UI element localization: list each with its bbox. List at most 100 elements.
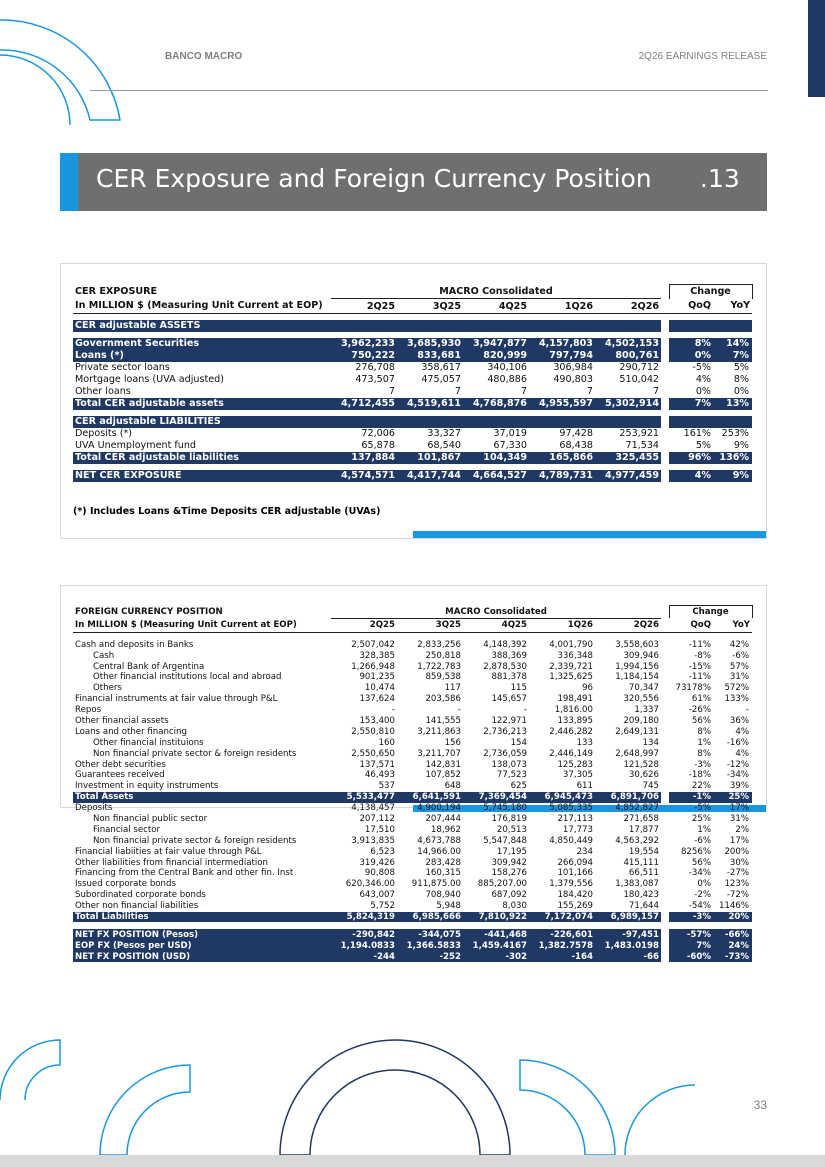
table-cell: 253,921 [619,428,660,439]
table-cell: 358,617 [421,362,461,373]
table-cell: 797,794 [529,349,595,362]
row-label: Others [93,683,122,694]
table-cell: 96 [582,683,593,694]
table-cell: 137,571 [359,759,395,770]
table-cell: 859,538 [425,672,461,683]
table-row: Financial liabiities at fair value throu… [73,846,752,857]
table-cell: 155,269 [557,901,593,912]
table-cell: 271,658 [623,813,659,824]
table-cell: 145,657 [491,694,527,705]
table-cell: 217,113 [557,813,593,824]
table-cell: 5,533,477 [331,791,397,803]
table-cell: 104,349 [463,451,529,464]
table-cell: 165,866 [529,451,595,464]
table-row: Loans (*) 750,222 833,681 820,999 797,794 800… [73,349,753,362]
spacer [661,759,669,770]
table-row: Deposits (*) 72,006 33,327 37,019 97,428 253,… [73,428,752,440]
table-cell: 198,491 [557,694,593,705]
table-cell: 176,819 [491,813,527,824]
section-strip [60,153,78,211]
column-label: QoQ [669,618,713,633]
table-cell: 17% [729,835,750,846]
table-row: Other liabilities from financial interme… [73,857,752,868]
table-cell: 156 [444,737,461,748]
table-cell: 2% [735,824,750,835]
table-cell: 121,528 [623,759,659,770]
change-label: Change [668,284,753,299]
table-row: Other financial instituions 160 156 154 133 1… [73,737,752,748]
row-label: NET FX POSITION (USD) [73,951,331,963]
table-cell: 207,112 [359,813,395,824]
spacer [661,929,669,940]
table-cell: 8% [669,337,714,350]
table-cell: 1,816.00 [554,705,593,716]
spacer [661,285,669,299]
table-cell: -11% [688,672,711,683]
table-cell: -5% [692,362,712,373]
spacer [661,868,669,879]
table-cell: 71,534 [625,440,660,451]
table-cell: 325,455 [595,451,662,464]
group-label: MACRO Consolidated [331,605,661,619]
table-cell: -34% [688,868,711,879]
table-cell: - [523,705,527,716]
spacer [661,705,669,716]
spacer [661,824,669,835]
table-cell: 0% [695,386,712,397]
table-cell: 4,157,803 [529,337,595,350]
table-cell: 133 [576,737,593,748]
table-cell: 207,444 [425,813,461,824]
table-cell: 1,337 [634,705,659,716]
table-title: FOREIGN CURRENCY POSITION [75,606,223,617]
table-cell: - [391,705,395,716]
table-cell: 7 [454,386,461,397]
table-cell: 266,094 [557,857,593,868]
row-label: Cash [93,650,115,661]
table-cell: 184,420 [557,890,593,901]
table-cell: 5,547,848 [483,835,527,846]
table-cell: -6% [694,835,711,846]
row-label: Government Securities [73,337,331,350]
table-cell: 7% [669,940,713,952]
table-cell: -66% [713,929,753,941]
table-row: Deposits 4,138,457 4,900,194 5,745,180 5,085… [73,803,752,814]
table-cell: 490,803 [553,374,593,385]
table-cell: 141,555 [425,715,461,726]
table-cell: 3,211,707 [417,748,461,759]
table-cell: 572% [724,683,750,694]
corner-bar [808,0,825,97]
table-row: Guarantees received 46,493 107,852 77,523 37… [73,770,752,781]
table-cell: 6,523 [370,846,395,857]
table-cell: 39% [729,781,750,792]
column-label: 2Q26 [595,618,661,633]
column-label: In MILLION $ (Measuring Unit Current at … [73,618,331,633]
page-number: 33 [753,1098,767,1112]
table-cell: 37,305 [562,770,593,781]
group-label: MACRO Consolidated [331,284,662,299]
table-row: Non financial private sector & foreign r… [73,748,752,759]
table-cell: 8% [697,748,711,759]
table-cell: 881,378 [491,672,527,683]
table-cell: -27% [726,868,750,879]
table-row: Subordinated corporate bonds 643,007 708,9… [73,890,752,901]
table-cell: 4,502,153 [595,337,662,350]
table-cell: 138,073 [491,759,527,770]
table-cell: 885,207.00 [477,879,527,890]
row-label: Mortgage loans (UVA adjusted) [75,374,224,385]
spacer [661,846,669,857]
table-cell: 67,330 [493,440,527,451]
table-cell: 283,428 [425,857,461,868]
row-label: Non financial private sector & foreign r… [93,748,297,759]
table-cell: 8% [733,374,750,385]
table-cell: 125,283 [557,759,593,770]
spacer [661,338,669,350]
table-cell: -26% [688,705,711,716]
table-cell: 17,510 [364,824,395,835]
table-cell: 800,761 [595,349,662,362]
table-cell: -60% [669,951,713,963]
table-cell: 42% [729,639,750,650]
table-row: Other loans 7 7 7 7 7 0% 0% [73,386,752,398]
table-cell: 648 [444,781,461,792]
table-cell: 309,942 [491,857,527,868]
table-row: CER adjustable ASSETS [73,319,753,332]
